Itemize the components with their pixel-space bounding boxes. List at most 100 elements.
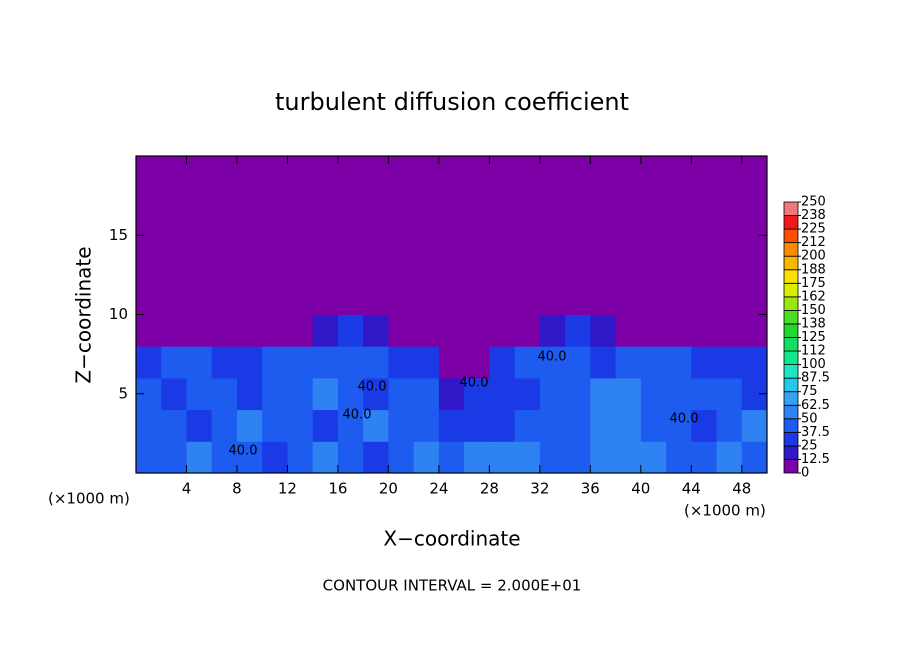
heat-cell [489,282,516,315]
heat-cell [489,377,516,411]
heat-cell [312,409,339,442]
heat-cell [666,219,692,252]
colorbar-label: 25 [801,438,818,453]
colorbar-label: 150 [801,303,826,318]
heat-cell [186,187,213,220]
footnote: CONTOUR INTERVAL = 2.000E+01 [323,577,582,595]
heat-cell [211,346,238,379]
heat-cell [464,156,490,189]
heat-cell [615,346,642,379]
colorbar-band [783,323,799,338]
heat-cell [363,314,389,347]
heat-cell [211,409,238,442]
heat-cell [413,409,440,442]
colorbar-band [783,337,799,352]
heat-cell [489,187,516,220]
heat-cell [464,251,490,284]
heat-cell [287,219,314,252]
heat-cell [489,409,516,442]
heat-cell [186,346,213,379]
heat-cell [211,314,238,347]
heat-cell [388,282,415,315]
heat-cell [741,441,768,474]
heat-cell [514,314,541,347]
heat-cell [363,156,389,189]
heat-cell [666,314,692,347]
heat-cell [236,219,263,252]
heat-cell [287,409,314,442]
heat-cell [388,314,415,347]
heat-cell [262,156,288,189]
heat-cell [312,346,339,379]
heat-cell [211,187,238,220]
heat-cell [186,156,213,189]
heat-cell [136,314,162,347]
heat-cell [413,156,440,189]
heat-cell [438,377,465,411]
heat-cell [236,441,263,474]
heat-cell [464,187,490,220]
colorbar-band [783,445,799,460]
heat-cell [666,409,692,442]
heat-cell [464,441,490,474]
x-unit: (×1000 m) [684,502,766,520]
colorbar-band [783,404,799,420]
heat-cell [161,314,187,347]
heat-cell [413,219,440,252]
heat-cell [337,187,364,220]
y-axis-label: Z−coordinate [72,246,96,383]
heat-cell [640,346,667,379]
heat-cell [691,441,718,474]
heat-cell [741,251,768,284]
heat-cell [161,251,187,284]
heat-cell [287,187,314,220]
heat-cell [136,187,162,220]
heat-cell [514,251,541,284]
contour-label: 40.0 [460,376,489,391]
heat-cell [388,251,415,284]
heat-cell [337,251,364,284]
heat-cell [640,314,667,347]
heat-cell [388,346,415,379]
heat-cell [539,314,566,347]
heat-cell [363,377,389,411]
y-unit: (×1000 m) [48,490,130,508]
heat-cell [464,377,490,411]
heat-cell [161,409,187,442]
heat-cell [363,346,389,379]
heat-cell [539,156,566,189]
x-tick-label: 24 [429,480,448,498]
heat-cell [691,409,718,442]
heat-cell [236,251,263,284]
heat-cell [691,251,718,284]
heat-cell [312,156,339,189]
heat-cell [716,187,743,220]
colorbar-band [783,391,799,406]
heat-cell [136,346,162,379]
heat-cell [716,219,743,252]
y-tick-label: 5 [118,384,128,402]
colorbar-label: 50 [801,411,818,426]
heat-cell [615,314,642,347]
heat-cell [312,219,339,252]
heat-cell [640,282,667,315]
x-tick-label: 28 [480,480,499,498]
heat-cell [363,282,389,315]
heat-cell [262,282,288,315]
heat-cell [590,187,617,220]
heat-cell [136,156,162,189]
heat-cell [438,346,465,379]
colorbar-band [783,201,799,216]
x-tick-label: 12 [278,480,297,498]
heat-cell [161,219,187,252]
heat-cell [590,314,617,347]
heat-cell [363,251,389,284]
heat-cell [312,441,339,474]
x-tick-label: 36 [581,480,600,498]
heat-cell [211,441,238,474]
heat-cell [590,156,617,189]
heat-cell [640,156,667,189]
heat-cell [337,409,364,442]
heat-cell [666,377,692,411]
heat-cell [438,251,465,284]
